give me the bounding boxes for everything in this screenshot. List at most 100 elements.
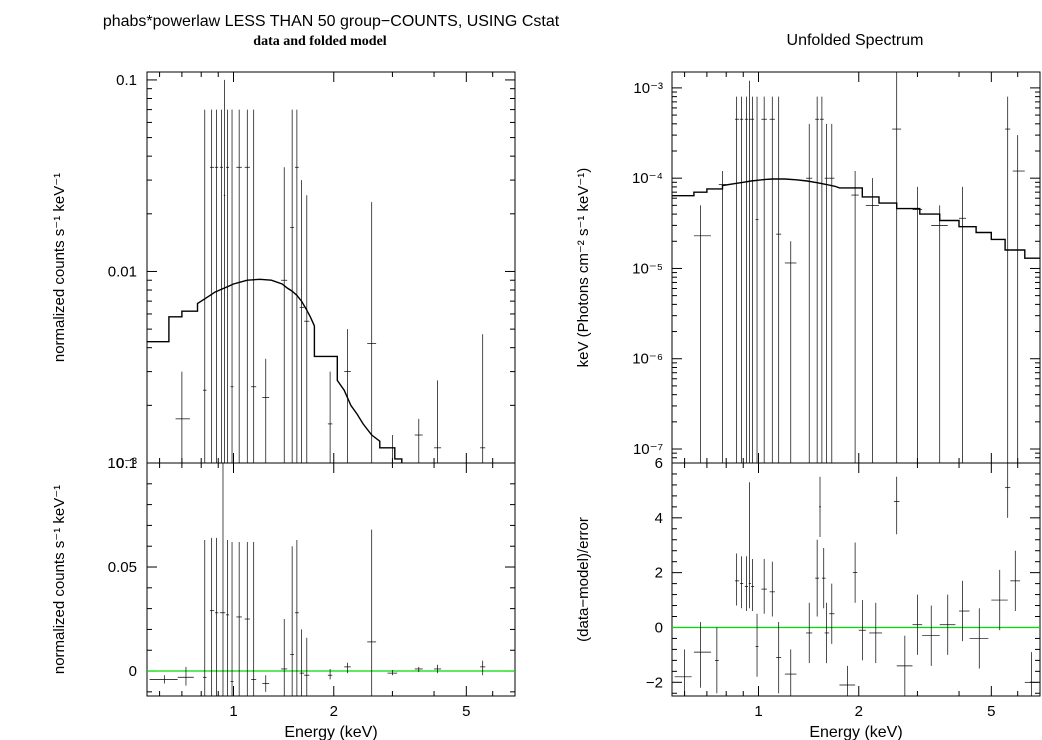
folded-spectrum-data-point (236, 109, 242, 463)
folded-spectrum-plot-area (147, 79, 486, 463)
folded-residuals-data-point (262, 675, 270, 692)
unfolded-residuals-data-point (744, 556, 748, 612)
unfolded-spectrum-data-point (761, 96, 767, 463)
folded-residuals-ticks (147, 462, 516, 696)
folded-spectrum-ytick-label: 0.1 (116, 72, 137, 89)
folded-residuals-data-point (251, 542, 257, 696)
unfolded-spectrum-ytick-label: 10⁻⁶ (632, 351, 663, 368)
unfolded-residuals-data-point (761, 558, 767, 614)
folded-spectrum-data-point (299, 180, 305, 463)
unfolded-residuals-data-point (1005, 463, 1011, 518)
unfolded-spectrum-data-point (806, 123, 813, 463)
folded-spectrum-data-point (434, 380, 442, 463)
unfolded-residuals-data-point (748, 482, 752, 609)
folded-residuals-data-point (214, 537, 219, 696)
unfolded-residuals-data-point (815, 539, 820, 617)
unfolded-residuals-panel: 6 4 2 0 −2 1 2 5 Energy (keV) (data−model)/error (575, 455, 1041, 740)
folded-residuals-data-point (480, 660, 486, 676)
unfolded-spectrum-data-point (912, 186, 923, 463)
folded-spectrum-data-point (290, 109, 295, 463)
unfolded-residuals-data-point (806, 602, 813, 664)
unfolded-residuals-data-point (784, 649, 797, 696)
folded-residuals-data-point (327, 668, 333, 680)
folded-spectrum-data-point (203, 109, 207, 463)
folded-spectrum-data-point (304, 195, 310, 463)
folded-residuals-data-point (299, 629, 305, 696)
folded-residuals-xlabel: Energy (keV) (284, 724, 377, 740)
folded-spectrum-data-point (214, 109, 219, 463)
unfolded-residuals-ytick-label: 0 (655, 619, 663, 636)
unfolded-residuals-ticks (672, 462, 1041, 696)
folded-spectrum-data-point (480, 334, 486, 463)
unfolded-residuals-data-point (824, 602, 830, 664)
unfolded-residuals-data-point (714, 627, 719, 694)
unfolded-spectrum-ticks (672, 72, 1041, 464)
unfolded-spectrum-data-point (718, 171, 727, 463)
folded-residuals-frame (146, 462, 516, 697)
left-subtitle: data and folded model (253, 34, 387, 49)
left-title: phabs*powerlaw LESS THAN 50 group−COUNTS… (103, 13, 560, 30)
folded-residuals-data-point (219, 463, 226, 696)
unfolded-spectrum-data-point (892, 72, 902, 463)
unfolded-residuals-data-point (912, 594, 923, 655)
folded-residuals-ylabel: normalized counts s⁻¹ keV⁻¹ (51, 485, 68, 674)
right-title: Unfolded Spectrum (787, 32, 924, 49)
unfolded-residuals-data-point (858, 600, 866, 661)
folded-spectrum-data-point (295, 109, 299, 463)
unfolded-residuals-xtick-label: 2 (855, 703, 863, 720)
folded-spectrum-data-point (175, 371, 190, 463)
unfolded-spectrum-data-point (769, 96, 775, 463)
unfolded-residuals-data-point (969, 608, 989, 669)
unfolded-residuals-xtick-label: 1 (754, 703, 762, 720)
unfolded-spectrum-data-point (820, 96, 824, 463)
folded-residuals-ytick-label: 0.05 (108, 559, 137, 576)
unfolded-spectrum-data-point (829, 123, 835, 463)
folded-spectrum-data-point (344, 329, 351, 463)
folded-spectrum-panel: 0.1 0.01 10⁻³ normalized counts s⁻¹ keV⁻¹ (51, 71, 516, 472)
folded-residuals-data-point (344, 662, 351, 674)
folded-residuals-data-point (230, 542, 234, 696)
unfolded-residuals-data-point (852, 542, 858, 603)
folded-residuals-data-point (177, 666, 194, 686)
unfolded-spectrum-data-point (748, 80, 752, 463)
unfolded-spectrum-data-point (734, 96, 740, 463)
unfolded-residuals-data-point (991, 569, 1008, 631)
folded-residuals-panel: 0.1 0.05 0 1 2 5 Energy (keV) normalized counts… (51, 455, 516, 740)
folded-spectrum-data-point (367, 202, 377, 463)
folded-spectrum-data-point (327, 371, 333, 463)
folded-residuals-data-point (236, 542, 242, 696)
unfolded-residuals-data-point (693, 621, 711, 688)
unfolded-spectrum-ytick-label: 10⁻⁴ (632, 170, 663, 187)
unfolded-residuals-ytick-label: 4 (655, 510, 663, 527)
folded-spectrum-ticks (147, 72, 516, 464)
unfolded-residuals-data-point (819, 476, 821, 538)
unfolded-residuals-data-point (869, 602, 883, 664)
folded-spectrum-data-point (230, 109, 234, 463)
folded-spectrum-data-point (281, 167, 288, 463)
unfolded-residuals-data-point (939, 594, 956, 655)
unfolded-residuals-ytick-label: 6 (655, 455, 663, 472)
folded-residuals-data-point (387, 669, 398, 676)
unfolded-residuals-data-point (959, 580, 970, 642)
folded-residuals-plot-area (147, 463, 515, 696)
unfolded-residuals-ytick-label: 2 (655, 565, 663, 582)
folded-spectrum-data-point (262, 358, 270, 463)
folded-spectrum-frame (146, 71, 516, 464)
unfolded-spectrum-data-point (751, 96, 755, 463)
folded-spectrum-ytick-label: 10⁻³ (107, 455, 137, 472)
unfolded-residuals-data-point (839, 665, 856, 696)
folded-spectrum-data-point (226, 109, 230, 463)
unfolded-spectrum-panel: 10⁻³ 10⁻⁴ 10⁻⁵ 10⁻⁶ 10⁻⁷ keV (Photons cm⁻² s⁻… (575, 71, 1041, 464)
folded-residuals-ytick-label: 0 (129, 663, 137, 680)
folded-residuals-data-point (304, 637, 310, 696)
folded-spectrum-data-point (387, 435, 398, 463)
unfolded-residuals-data-point (1010, 550, 1021, 612)
unfolded-residuals-frame (671, 462, 1041, 697)
unfolded-spectrum-data-point (693, 205, 711, 463)
unfolded-spectrum-data-point (744, 96, 748, 463)
unfolded-spectrum-data-point (865, 178, 879, 463)
unfolded-spectrum-data-point (739, 96, 744, 463)
unfolded-spectrum-data-point (776, 96, 782, 463)
